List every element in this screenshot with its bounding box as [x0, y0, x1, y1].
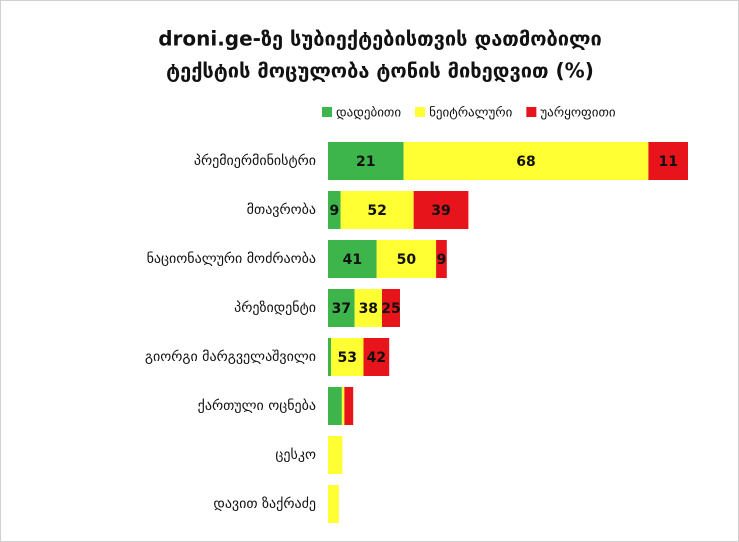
bar-segment — [331, 338, 364, 376]
chart-title: ტექსტის მოცულობა ტონის მიხედვით (%) — [166, 59, 594, 83]
legend-label: უარყოფითი — [540, 106, 616, 121]
data-label: 39 — [431, 203, 450, 219]
bar-segment — [436, 240, 447, 278]
bar-group: 21 68 11 — [328, 142, 688, 180]
bar-segment — [354, 289, 382, 327]
data-label: 38 — [359, 301, 378, 317]
bar-segment — [341, 387, 345, 425]
bar-segment — [413, 191, 469, 229]
bar-segment — [328, 338, 332, 376]
y-tick-label: ნაციონალური მოძრაობა — [147, 250, 316, 267]
bar-segment — [328, 289, 355, 327]
legend-swatch — [322, 107, 332, 117]
bar-group: 9 52 39 — [328, 191, 469, 229]
y-tick-label: პრემიერმინისტრი — [194, 152, 316, 169]
bar-segment — [382, 289, 400, 327]
bar-segment — [328, 191, 341, 229]
data-label: 42 — [367, 350, 386, 366]
bar-group: 41 50 9 — [328, 240, 447, 278]
bar-segment — [328, 387, 342, 425]
bar-segment — [363, 338, 390, 376]
bar-segment — [328, 142, 404, 180]
data-label: 21 — [356, 154, 375, 170]
data-label: 68 — [516, 154, 535, 170]
bar-segment — [376, 240, 437, 278]
legend-label: ნეიტრალური — [429, 106, 513, 121]
y-tick-label: გიორგი მარგველაშვილი — [145, 348, 316, 365]
data-label: 50 — [397, 252, 417, 268]
y-tick-label: ცესკო — [275, 447, 316, 463]
y-tick-label: პრეზიდენტი — [234, 299, 316, 316]
data-label: 52 — [367, 203, 386, 219]
bar-group: 37 38 25 — [328, 289, 401, 327]
data-label: 53 — [338, 350, 357, 366]
y-tick-label: ქართული ოცნება — [198, 397, 316, 414]
y-tick-label: მთავრობა — [247, 201, 316, 218]
y-tick-label: დავით ზაქრაძე — [213, 495, 316, 512]
data-label: 41 — [343, 252, 362, 268]
data-label: 37 — [332, 301, 351, 317]
bar-segment — [403, 142, 649, 180]
bar-segment — [344, 387, 354, 425]
bar-group — [328, 436, 343, 474]
data-label: 11 — [658, 154, 677, 170]
bar-group — [328, 485, 339, 523]
bar-segment — [648, 142, 688, 180]
bar-segment — [328, 436, 343, 474]
bar-segment — [328, 240, 377, 278]
legend-label: დადებითი — [336, 106, 401, 121]
data-label: 9 — [329, 203, 339, 219]
data-label: 9 — [437, 252, 447, 268]
bar-segment — [340, 191, 414, 229]
bar-segment — [328, 485, 339, 523]
chart-title: droni.ge-ზე სუბიექტებისთვის დათმობილი — [158, 27, 602, 51]
data-label: 25 — [381, 301, 400, 317]
legend-swatch — [415, 107, 426, 117]
bar-group: 53 42 — [328, 338, 390, 376]
legend-swatch — [526, 107, 537, 117]
bar-group — [328, 387, 354, 425]
